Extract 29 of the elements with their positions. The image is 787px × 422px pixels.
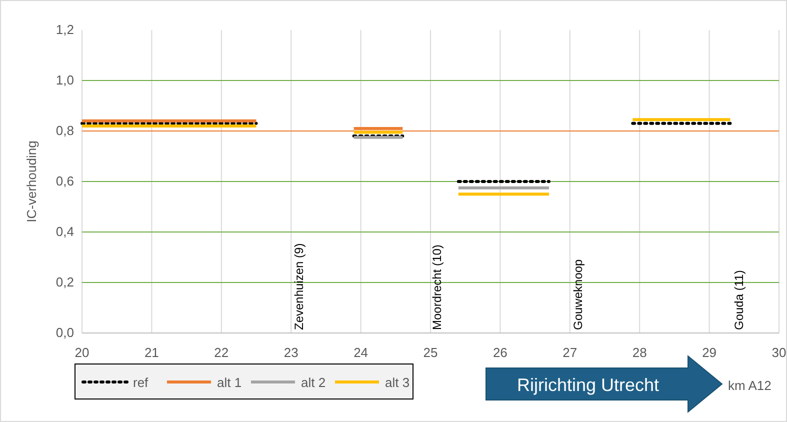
x-axis-title: km A12 [728,378,772,393]
x-tick-label: 22 [214,345,229,360]
x-tick-label: 26 [492,345,508,360]
y-tick-label: 0,4 [56,224,74,239]
x-tick-label: 27 [562,345,578,360]
x-tick-label: 28 [632,345,647,360]
x-tick-label: 21 [144,345,159,360]
annotation: Zevenhuizen (9) [292,243,306,330]
x-tick-label: 23 [284,345,298,360]
annotation: Moordrecht (10) [430,244,444,330]
annotation: Gouda (11) [732,270,746,330]
legend-label: alt 2 [301,375,326,390]
annotation: Gouweknoop [571,258,585,330]
y-tick-label: 0,8 [56,123,74,138]
legend-label: alt 1 [217,375,242,390]
legend-label: alt 3 [385,375,410,390]
x-tick-label: 24 [354,345,368,360]
y-axis-title: IC-verhouding [24,140,39,222]
x-tick-label: 30 [772,345,786,360]
x-tick-label: 29 [702,345,717,360]
y-tick-label: 0,2 [56,274,74,290]
y-tick-label: 0,6 [56,174,74,188]
text: Rijrichting Utrecht [516,375,660,395]
y-tick-label: 1,0 [56,72,74,88]
x-tick-label: 20 [74,345,90,360]
y-tick-label: 0,0 [56,325,74,340]
legend-label: ref [133,375,149,390]
x-tick-label: 25 [423,345,438,360]
y-tick-label: 1,2 [56,22,74,37]
